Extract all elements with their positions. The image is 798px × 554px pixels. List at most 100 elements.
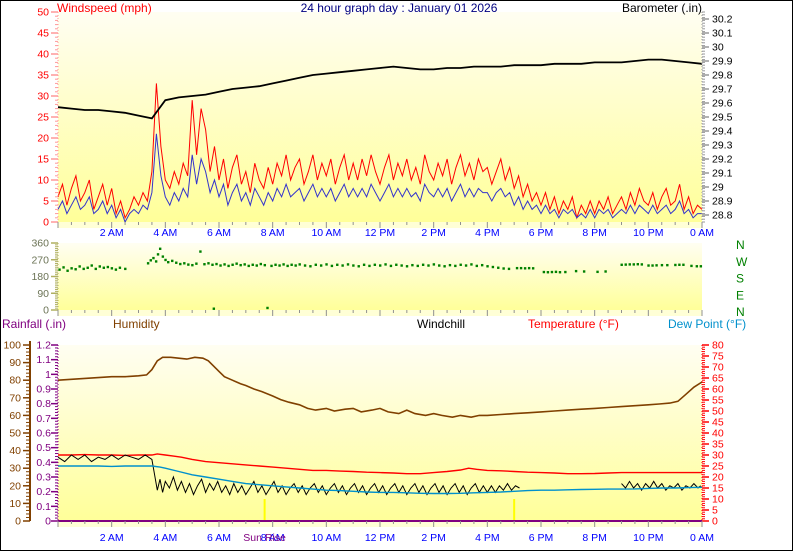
axis-tick-label: 15 <box>712 483 724 495</box>
wind-direction-point <box>164 258 167 262</box>
wind-direction-point <box>636 263 639 266</box>
wind-direction-point <box>582 270 586 273</box>
axis-tick-label: 0 <box>43 217 49 229</box>
wind-direction-point <box>179 262 182 266</box>
wind-direction-point <box>175 261 178 264</box>
axis-tick-label: 20 <box>712 472 724 484</box>
wind-direction-point <box>156 253 160 256</box>
axis-tick-label: 1.2 <box>36 340 51 352</box>
axis-tick-label: 0 <box>712 516 718 528</box>
axis-tick-label: 50 <box>9 428 21 440</box>
axis-tick-label: 30 <box>712 450 724 462</box>
wind-direction-point <box>448 263 452 267</box>
wind-direction-point <box>554 270 558 274</box>
time-label: 10 AM <box>311 227 341 239</box>
wind-direction-point <box>110 267 114 270</box>
windspeed-axis-label: Windspeed (mph) <box>57 1 152 15</box>
wind-direction-point <box>454 264 457 268</box>
wind-direction-point <box>114 268 118 271</box>
wind-direction-point <box>207 262 210 265</box>
wind-direction-point <box>352 264 355 267</box>
compass-letter: N <box>736 238 745 252</box>
wind-direction-point <box>427 264 430 267</box>
wind-direction-point <box>651 264 654 267</box>
data-series-line <box>58 453 702 475</box>
wind-direction-point <box>640 263 644 266</box>
wind-direction-point <box>519 266 523 270</box>
wind-direction-point <box>550 270 554 274</box>
wind-direction-point <box>531 267 535 270</box>
axis-tick-label: 40 <box>712 428 724 440</box>
time-label: 8 AM <box>261 227 285 239</box>
compass-letter: E <box>736 288 744 302</box>
wind-direction-point <box>266 306 269 310</box>
wind-direction-point <box>421 263 425 266</box>
axis-tick-label: 0.5 <box>36 442 51 454</box>
wind-direction-point <box>596 270 599 274</box>
wind-direction-point <box>66 269 69 272</box>
wind-direction-point <box>373 263 377 266</box>
wind-direction-point <box>695 265 699 268</box>
wind-direction-point <box>247 264 250 268</box>
wind-direction-point <box>660 263 664 267</box>
wind-direction-point <box>682 263 685 266</box>
axis-tick-label: 0.7 <box>36 413 51 425</box>
compass-letter: N <box>736 305 745 319</box>
wind-direction-point <box>235 262 238 265</box>
axis-tick-label: 90 <box>37 288 49 300</box>
wind-direction-point <box>167 260 170 264</box>
wind-direction-point <box>395 263 398 266</box>
time-label: 12 PM <box>365 532 395 544</box>
wind-direction-point <box>546 271 550 274</box>
axis-tick-label: 0 <box>43 305 49 317</box>
axis-tick-label: 29.7 <box>712 84 733 96</box>
axis-tick-label: 29.9 <box>712 56 733 68</box>
barometer-axis-label: Barometer (.in) <box>621 1 702 15</box>
wind-direction-point <box>411 263 414 267</box>
time-label: 8 AM <box>261 532 285 544</box>
axis-tick-label: 29.6 <box>712 98 733 110</box>
wind-direction-point <box>309 265 312 268</box>
axis-tick-label: 65 <box>712 373 724 385</box>
time-label: 4 AM <box>153 227 177 239</box>
time-label: 2 PM <box>421 532 446 544</box>
axis-tick-label: 0.1 <box>36 501 51 513</box>
wind-direction-point <box>416 264 419 268</box>
wind-direction-point <box>400 264 403 267</box>
wind-direction-point <box>146 262 150 265</box>
axis-tick-label: 29.8 <box>712 70 733 82</box>
wind-direction-point <box>187 263 190 266</box>
axis-tick-label: 60 <box>9 410 21 422</box>
wind-direction-point <box>94 267 97 271</box>
wind-direction-point <box>405 265 409 268</box>
time-label: 2 AM <box>100 532 124 544</box>
wind-direction-point <box>239 263 242 267</box>
data-series-line <box>57 83 703 220</box>
wind-direction-point <box>215 262 218 266</box>
time-label: 4 PM <box>475 532 500 544</box>
data-series-line <box>58 465 703 495</box>
axis-tick-label: 28.9 <box>712 196 733 208</box>
axis-tick-label: 29.4 <box>712 126 733 138</box>
axis-tick-label: 45 <box>37 28 49 40</box>
axis-tick-label: 50 <box>712 406 724 418</box>
time-label: 10 PM <box>633 227 663 239</box>
wind-direction-point <box>290 263 293 266</box>
wind-direction-point <box>647 264 650 267</box>
axis-tick-label: 29.3 <box>712 140 733 152</box>
wind-direction-point <box>286 264 289 268</box>
wind-direction-point <box>690 264 693 268</box>
dewpoint-series-label: Dew Point (°F) <box>668 317 747 331</box>
wind-direction-point <box>82 267 85 271</box>
wind-direction-point <box>464 264 468 267</box>
wind-direction-point <box>666 263 669 267</box>
wind-direction-point <box>384 263 387 266</box>
compass-letter: S <box>736 272 744 286</box>
axis-tick-label: 0 <box>45 516 51 528</box>
wind-direction-point <box>515 266 519 270</box>
wind-direction-point <box>203 263 206 266</box>
time-label: 10 PM <box>633 532 663 544</box>
time-label: 0 AM <box>690 532 714 544</box>
